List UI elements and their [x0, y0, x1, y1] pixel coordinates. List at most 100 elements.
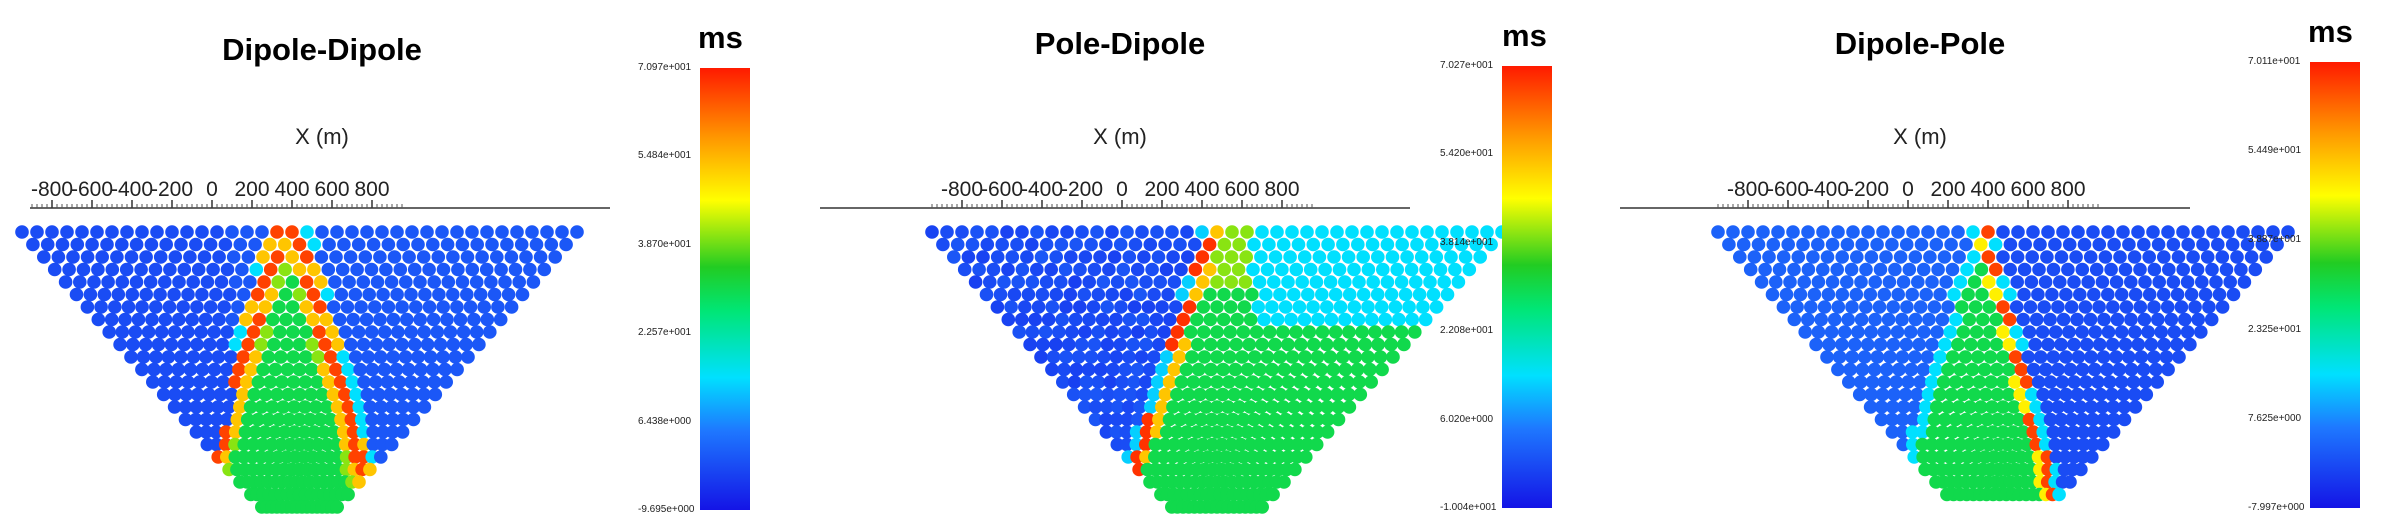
data-point	[199, 350, 213, 364]
data-point	[1400, 250, 1414, 264]
data-point	[1780, 288, 1794, 302]
data-point	[994, 288, 1008, 302]
data-point	[2039, 363, 2053, 377]
data-point	[335, 288, 349, 302]
data-point	[198, 250, 212, 264]
colorbar-tick-label: -7.997e+000	[2248, 502, 2304, 513]
data-point	[237, 288, 251, 302]
data-point	[385, 438, 399, 452]
data-point	[310, 375, 324, 389]
data-point	[2119, 338, 2133, 352]
data-point	[1773, 263, 1787, 277]
data-point	[418, 288, 432, 302]
data-point	[1814, 313, 1828, 327]
data-point	[1231, 288, 1245, 302]
data-point	[101, 275, 115, 289]
x-tick-label: -600	[1767, 178, 1809, 201]
data-point	[177, 338, 191, 352]
data-point	[983, 275, 997, 289]
data-point	[1409, 275, 1423, 289]
data-point	[1171, 325, 1185, 339]
data-point	[1105, 225, 1119, 239]
data-point	[1324, 275, 1338, 289]
data-point	[1919, 288, 1933, 302]
data-point	[1376, 263, 1390, 277]
data-point	[2052, 488, 2066, 502]
data-point	[1801, 313, 1815, 327]
data-point	[1195, 225, 1209, 239]
data-point	[186, 275, 200, 289]
data-point	[1996, 275, 2010, 289]
data-point	[456, 238, 470, 252]
data-point	[1917, 263, 1931, 277]
data-point	[62, 263, 76, 277]
data-point	[249, 263, 263, 277]
data-point	[1362, 263, 1376, 277]
data-point	[1168, 275, 1182, 289]
data-point	[1936, 225, 1950, 239]
data-point	[1119, 363, 1133, 377]
data-point	[1921, 225, 1935, 239]
x-axis: -800-600-400-200 0 200 400 600 800	[1620, 178, 2190, 208]
data-point	[1820, 350, 1834, 364]
data-point	[1900, 338, 1914, 352]
data-point	[1127, 375, 1141, 389]
data-point	[1879, 250, 1893, 264]
data-point	[404, 375, 418, 389]
data-point	[1405, 225, 1419, 239]
data-point	[1059, 350, 1073, 364]
data-point	[2018, 263, 2032, 277]
data-point	[1796, 238, 1810, 252]
data-point	[2147, 350, 2161, 364]
data-point	[1069, 313, 1083, 327]
data-point	[1165, 338, 1179, 352]
data-point	[491, 300, 505, 314]
data-point	[206, 263, 220, 277]
data-point	[1744, 263, 1758, 277]
data-point	[207, 325, 221, 339]
data-point	[94, 300, 108, 314]
data-point	[1042, 313, 1056, 327]
data-point	[951, 238, 965, 252]
data-point	[1281, 375, 1295, 389]
data-point	[396, 238, 410, 252]
data-point	[1944, 325, 1958, 339]
data-point	[1947, 288, 1961, 302]
data-point	[1938, 338, 1952, 352]
data-point	[1064, 288, 1078, 302]
data-point	[232, 363, 246, 377]
data-point	[352, 238, 366, 252]
data-point	[45, 225, 59, 239]
chart-panel-dipole-pole: Dipole-Pole X (m) -800 -600 -400 -200 0 200 40…	[1590, 0, 2398, 532]
data-point	[344, 250, 358, 264]
data-point	[450, 300, 464, 314]
data-point	[1316, 325, 1330, 339]
data-point	[2061, 263, 2075, 277]
data-point	[1968, 275, 1982, 289]
data-point	[382, 238, 396, 252]
data-point	[132, 313, 146, 327]
data-point	[402, 363, 416, 377]
data-point	[1131, 363, 1145, 377]
data-point	[2124, 313, 2138, 327]
data-point	[1049, 338, 1063, 352]
data-point	[1352, 275, 1366, 289]
data-point	[1294, 338, 1308, 352]
data-point	[1974, 238, 1988, 252]
data-point	[1982, 275, 1996, 289]
data-point	[1255, 225, 1269, 239]
data-point	[416, 375, 430, 389]
data-point	[1371, 250, 1385, 264]
data-point	[1204, 338, 1218, 352]
data-point	[1961, 375, 1975, 389]
data-point	[2142, 250, 2156, 264]
data-point	[1184, 325, 1198, 339]
data-point	[1266, 488, 1280, 502]
data-point	[1909, 250, 1923, 264]
data-point	[365, 363, 379, 377]
colorbar-tick-label: 7.027e+001	[1440, 60, 1493, 71]
data-point	[1876, 225, 1890, 239]
data-point	[1183, 300, 1197, 314]
data-point	[460, 288, 474, 302]
data-point	[441, 238, 455, 252]
